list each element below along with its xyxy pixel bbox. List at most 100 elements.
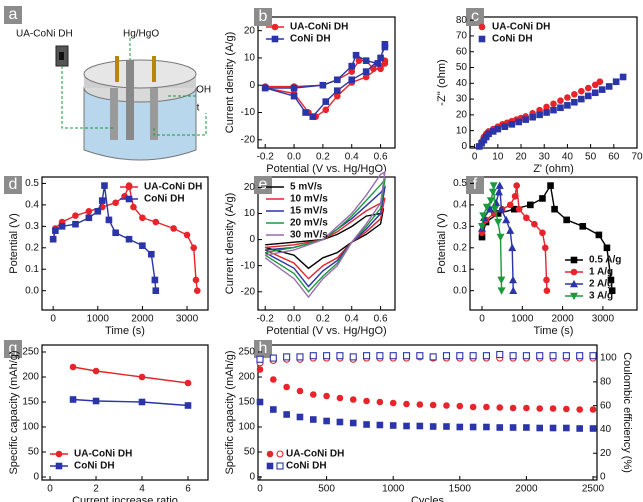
marker [536,405,544,412]
marker [549,424,557,432]
y-tick-label: 0.3 [453,221,467,232]
marker [513,182,520,189]
x-tick-label: 2000 [131,314,154,325]
marker [589,406,597,413]
marker [322,106,330,114]
y-tick-label: 0.0 [25,285,39,296]
series-line [72,398,189,407]
marker [502,215,511,224]
marker [376,421,384,429]
electrode-rod [110,88,118,140]
panel-label: b [259,8,268,25]
marker [148,250,155,258]
marker [389,399,397,407]
marker [138,398,146,406]
marker [496,424,504,431]
marker [496,350,504,359]
marker [151,276,159,284]
legend-label: 10 mV/s [290,194,328,205]
legend-label: CoNi DH [290,34,331,45]
y-axis-label: Potential (V) [8,213,20,274]
marker [152,287,160,294]
legend-label: 30 mV/s [290,230,328,241]
y-tick-label: 0.1 [453,264,467,275]
legend-label: 15 mV/s [290,206,328,217]
marker [101,182,108,189]
marker [271,35,279,43]
marker [362,57,370,64]
x-tick-label: 2000 [515,484,538,495]
marker [348,76,356,84]
legend-label: 1 A/g [589,267,613,278]
y-tick-label: 0.4 [25,200,39,211]
marker [348,62,356,70]
panel-label-box [254,8,272,26]
x-tick-label: 60 [608,152,620,163]
marker [563,216,570,224]
x-tick-label: 0 [47,484,53,495]
x-tick-label: 0 [50,314,56,325]
electrode-label: UA-CoNi DH [16,29,73,40]
y-tick-label: 0.4 [453,200,467,211]
marker [603,244,611,252]
x-tick-label: 0 [472,152,478,163]
marker [570,268,578,276]
marker [509,275,518,284]
marker [563,424,570,432]
marker [578,87,585,95]
marker [192,276,200,284]
marker [105,216,113,224]
marker [334,76,341,84]
marker [489,182,498,190]
y-tick-label: 200 [22,372,39,383]
marker [576,425,583,432]
x-axis-label: Potential (V vs. Hg/HgO) [266,325,386,337]
marker [370,65,377,73]
marker [509,424,517,431]
marker [494,125,502,133]
marker [539,195,546,202]
panel-label: g [9,340,18,357]
x-tick-label: 0.6 [374,314,388,325]
marker [336,394,344,402]
marker [256,398,264,406]
y-tick-label: 200 [238,372,255,383]
marker [495,181,504,189]
x-tick-label: 0 [479,314,485,325]
marker [483,423,490,431]
x-tick-label: 6 [185,484,191,495]
plot-frame [257,16,396,149]
series-line [264,177,386,293]
marker [377,54,384,62]
y-tick-label: 10 [244,208,256,219]
marker [509,404,517,412]
x-tick-label: 0.2 [316,152,330,163]
y2-tick-label: 0 [600,472,606,483]
marker [416,352,424,360]
marker [125,183,133,191]
marker [270,376,277,383]
y-tick-label: 40 [456,78,468,89]
marker [508,121,516,128]
panel-label-box [4,340,22,358]
marker [576,352,584,360]
y-tick-label: 70 [456,31,468,42]
marker [266,462,274,470]
panel-label: a [9,6,18,23]
x-tick-label: 3000 [176,314,199,325]
series-line [265,44,386,118]
plot-frame [41,176,209,311]
marker [543,287,551,294]
marker [55,462,63,470]
marker [479,212,488,220]
marker [456,423,464,431]
panel-label: c [471,8,479,25]
marker [334,92,341,100]
y-tick-label: 20 [456,109,468,120]
marker [58,223,66,230]
marker [416,422,424,430]
y-axis-label: Current density (A/g) [224,32,236,133]
marker [490,205,499,214]
marker [443,402,450,409]
marker [184,379,192,387]
